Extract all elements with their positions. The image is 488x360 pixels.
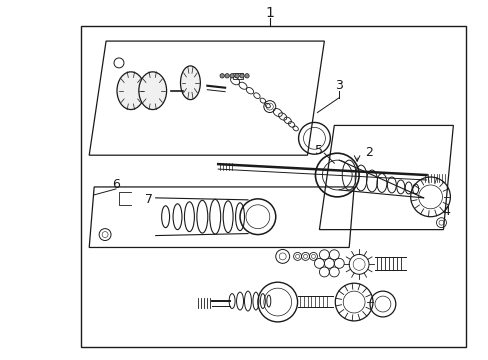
Text: 6: 6 bbox=[112, 179, 120, 192]
Bar bbox=[233, 73, 243, 79]
Ellipse shape bbox=[139, 72, 166, 109]
Text: 4: 4 bbox=[442, 205, 449, 218]
Bar bbox=[81, 26, 466, 347]
Text: 2: 2 bbox=[365, 146, 372, 159]
Ellipse shape bbox=[180, 66, 200, 100]
Text: 1: 1 bbox=[265, 6, 274, 20]
Text: 7: 7 bbox=[144, 193, 152, 206]
Text: 3: 3 bbox=[335, 79, 343, 92]
Circle shape bbox=[224, 74, 229, 78]
Circle shape bbox=[229, 74, 234, 78]
Circle shape bbox=[220, 74, 224, 78]
Circle shape bbox=[244, 74, 249, 78]
Text: 5: 5 bbox=[315, 144, 323, 157]
Ellipse shape bbox=[117, 72, 144, 109]
Circle shape bbox=[234, 74, 239, 78]
Circle shape bbox=[239, 74, 244, 78]
